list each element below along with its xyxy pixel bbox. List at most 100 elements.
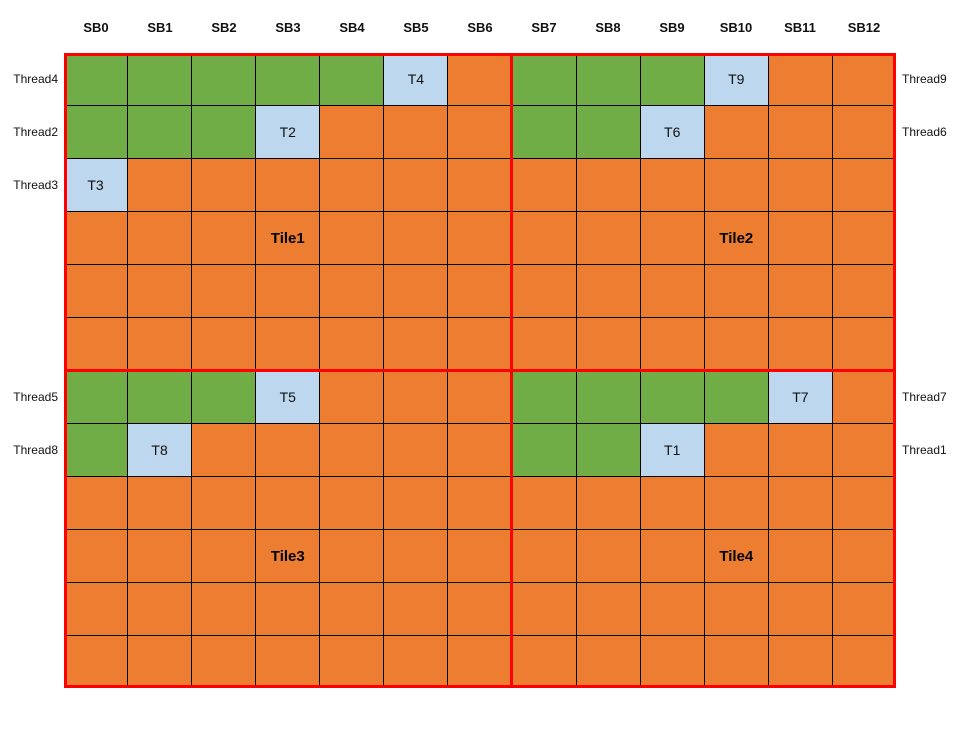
- tile-label-tile4: Tile4: [704, 530, 768, 582]
- grid-cell: [832, 477, 896, 529]
- grid-cell: [384, 424, 448, 476]
- grid-cell: [576, 583, 640, 635]
- grid-cell: [320, 265, 384, 317]
- grid-cell: [192, 424, 256, 476]
- grid-cell: [256, 636, 320, 688]
- grid-cell: [768, 530, 832, 582]
- grid-cell: [192, 53, 256, 105]
- grid-cell: [832, 106, 896, 158]
- grid-cell: [320, 371, 384, 423]
- column-header-sb6: SB6: [467, 19, 493, 35]
- column-header-sb5: SB5: [403, 19, 429, 35]
- grid-cell: [320, 424, 384, 476]
- row-label-thread2: Thread2: [13, 125, 58, 140]
- grid-cell: [128, 636, 192, 688]
- grid-cell: [64, 424, 128, 476]
- grid-cell: [576, 424, 640, 476]
- grid-cell: [384, 477, 448, 529]
- grid-cell: [192, 159, 256, 211]
- grid-cell: [384, 371, 448, 423]
- grid-cell: [768, 106, 832, 158]
- grid-cell: [704, 424, 768, 476]
- grid-cell: [192, 265, 256, 317]
- row-label-thread7: Thread7: [902, 389, 947, 404]
- grid-cell: [320, 583, 384, 635]
- column-header-sb10: SB10: [719, 19, 753, 35]
- grid-cell: [128, 53, 192, 105]
- grid-cell: [384, 106, 448, 158]
- grid-cell: [768, 212, 832, 264]
- grid-cell: [320, 477, 384, 529]
- thread-cell-t6: T6: [640, 106, 704, 158]
- grid-cell: [64, 53, 128, 105]
- thread-cell-t4: T4: [384, 53, 448, 105]
- grid-cell: [128, 212, 192, 264]
- grid-cell: [704, 159, 768, 211]
- grid-cell: [320, 530, 384, 582]
- grid-cell: [192, 318, 256, 370]
- column-header-sb12: SB12: [847, 19, 881, 35]
- grid-cell: [448, 477, 512, 529]
- row-label-thread6: Thread6: [902, 125, 947, 140]
- grid-cell: [192, 583, 256, 635]
- grid-cell: [512, 212, 576, 264]
- grid-cell: [768, 318, 832, 370]
- thread-cell-t8: T8: [128, 424, 192, 476]
- grid-cell: [576, 53, 640, 105]
- grid-cell: [192, 530, 256, 582]
- tile-grid: T4 T9 T2 T6 T3 Tile1 Tile2 T5 T7 T8 T1 Tile3 Tile4: [64, 53, 896, 688]
- grid-cell: [832, 424, 896, 476]
- grid-cell: [640, 583, 704, 635]
- grid-cell: [576, 265, 640, 317]
- row-label-thread4: Thread4: [13, 72, 58, 87]
- grid-cell: [512, 318, 576, 370]
- grid-cell: [192, 106, 256, 158]
- row-labels-left: Thread4 Thread2 Thread3 Thread5 Thread8: [0, 53, 58, 688]
- grid-cell: [256, 424, 320, 476]
- grid-cell: [256, 265, 320, 317]
- grid-cell: [640, 636, 704, 688]
- column-header-sb3: SB3: [275, 19, 301, 35]
- grid-cell: [512, 636, 576, 688]
- grid-cell: [128, 159, 192, 211]
- grid-cell: [640, 212, 704, 264]
- grid-cell: [192, 477, 256, 529]
- grid-cell: [256, 477, 320, 529]
- column-header-sb11: SB11: [784, 19, 816, 35]
- grid-cell: [704, 583, 768, 635]
- grid-cell: [128, 477, 192, 529]
- grid-cell: [512, 583, 576, 635]
- grid-cell: [448, 530, 512, 582]
- grid-cell: [832, 530, 896, 582]
- grid-cell: [256, 583, 320, 635]
- grid-cell: [64, 212, 128, 264]
- grid-cell: [256, 318, 320, 370]
- grid-cell: [704, 636, 768, 688]
- grid-cell: [768, 424, 832, 476]
- grid-cell: [576, 212, 640, 264]
- tile-label-tile1: Tile1: [256, 212, 320, 264]
- grid-cell: [768, 159, 832, 211]
- grid-cell: [576, 159, 640, 211]
- grid-cell: [128, 265, 192, 317]
- grid-cell: [576, 318, 640, 370]
- grid-cell: [448, 636, 512, 688]
- grid-cell: [512, 477, 576, 529]
- grid-cell: [512, 265, 576, 317]
- row-label-thread9: Thread9: [902, 72, 947, 87]
- grid-cell: [64, 477, 128, 529]
- column-header-sb1: SB1: [147, 19, 173, 35]
- grid-cell: [512, 424, 576, 476]
- grid-cell: [64, 371, 128, 423]
- grid-cell: [448, 265, 512, 317]
- grid-cell: [704, 318, 768, 370]
- grid-cell: [448, 159, 512, 211]
- row-label-thread5: Thread5: [13, 389, 58, 404]
- grid-cell: [704, 371, 768, 423]
- thread-cell-t9: T9: [704, 53, 768, 105]
- grid-cell: [448, 583, 512, 635]
- grid-cell: [320, 212, 384, 264]
- grid-cell: [64, 318, 128, 370]
- grid-cell: [320, 106, 384, 158]
- grid-cell: [640, 318, 704, 370]
